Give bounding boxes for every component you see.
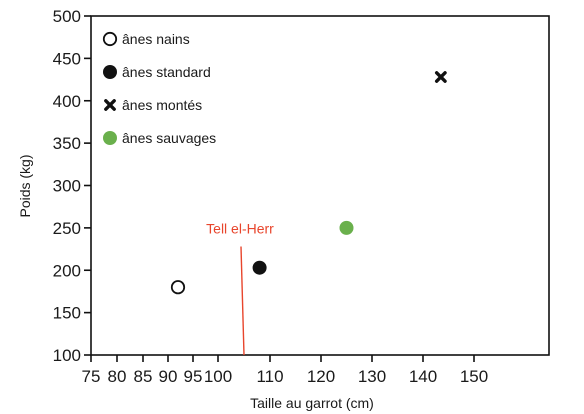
x-tick-label: 140	[409, 367, 437, 386]
y-tick-label: 150	[53, 304, 81, 323]
x-axis-ticks: 75 80 85 90 95 100 110 120 130 140 150	[82, 355, 488, 386]
legend-label: ânes standard	[122, 64, 211, 80]
x-tick-label: 150	[460, 367, 488, 386]
x-tick-label: 100	[204, 367, 232, 386]
x-axis-title: Taille au garrot (cm)	[250, 395, 374, 411]
x-tick-label: 120	[307, 367, 335, 386]
data-point	[339, 220, 354, 235]
data-point	[434, 71, 447, 83]
annotation-label: Tell el-Herr	[206, 221, 274, 237]
legend: ânes nains ânes standard ânes montés ânes s…	[102, 31, 216, 146]
y-axis-title: Poids (kg)	[17, 154, 33, 217]
annotation-line	[240, 246, 245, 356]
y-tick-label: 450	[53, 49, 81, 68]
legend-marker	[103, 65, 117, 79]
y-tick-label: 400	[53, 92, 81, 111]
legend-marker	[104, 99, 116, 111]
x-tick-label: 110	[256, 367, 283, 386]
x-tick-label: 90	[159, 367, 178, 386]
legend-marker	[102, 31, 118, 47]
x-tick-label: 95	[184, 367, 203, 386]
data-point	[170, 280, 186, 295]
data-point	[252, 260, 267, 275]
data-points	[170, 71, 447, 295]
x-tick-label: 85	[134, 367, 153, 386]
y-tick-label: 500	[53, 7, 81, 26]
x-tick-label: 80	[108, 367, 127, 386]
x-tick-label: 130	[358, 367, 386, 386]
y-tick-label: 300	[53, 177, 81, 196]
y-tick-label: 250	[53, 219, 81, 238]
y-tick-label: 100	[53, 346, 81, 365]
x-tick-label: 75	[82, 367, 101, 386]
legend-label: ânes sauvages	[122, 130, 216, 146]
legend-marker	[103, 131, 117, 145]
legend-label: ânes nains	[122, 31, 190, 47]
y-tick-label: 350	[53, 134, 81, 153]
legend-label: ânes montés	[122, 97, 202, 113]
y-tick-label: 200	[53, 261, 81, 280]
annotations: Tell el-Herr	[206, 221, 274, 356]
y-axis-ticks: 100 150 200 250 300 350 400 450 500	[53, 7, 91, 365]
